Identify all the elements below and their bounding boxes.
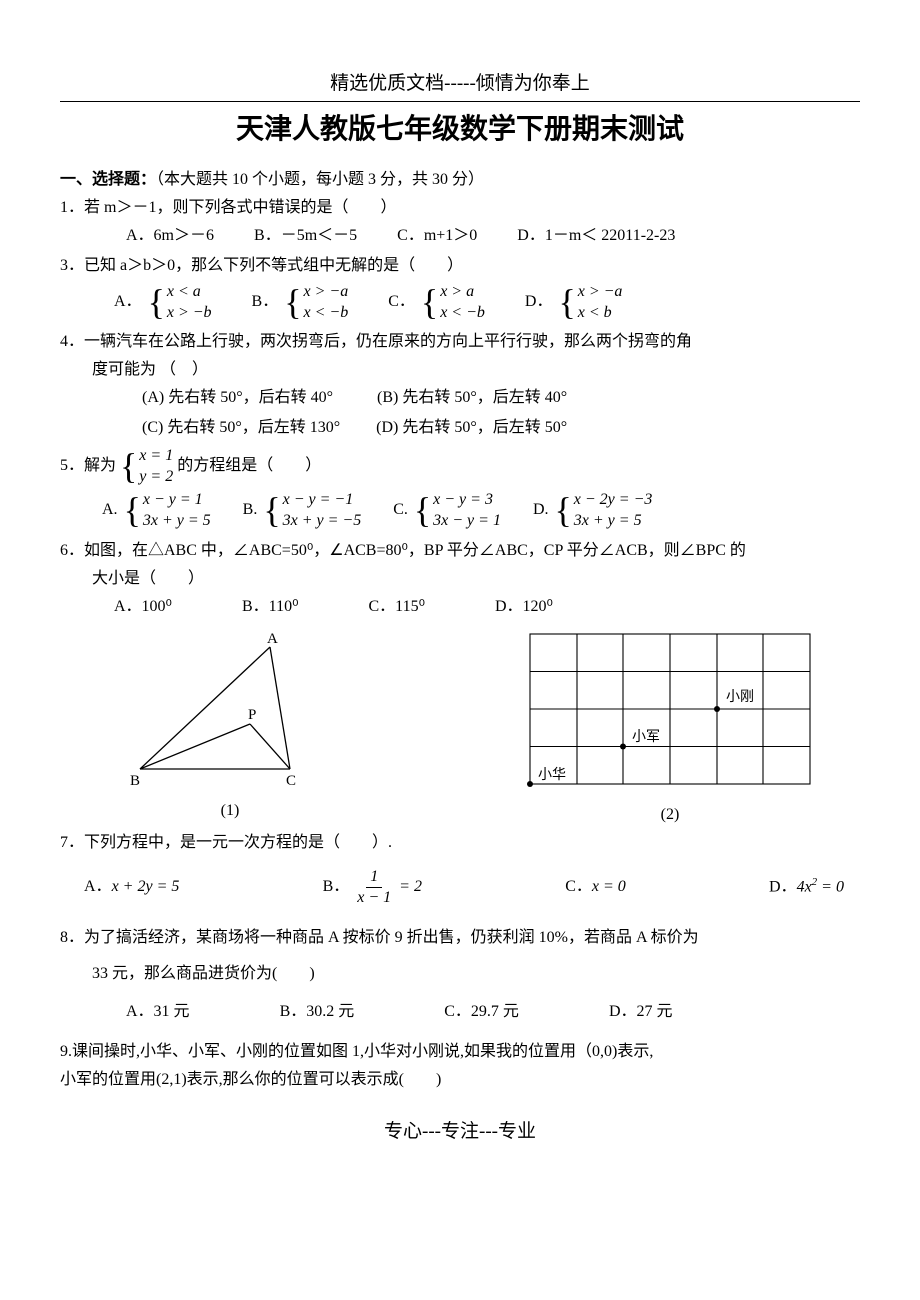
q5-a-l1: x − y = 1 <box>143 490 211 509</box>
q5-stem-pre: 5．解为 <box>60 454 116 478</box>
q8-stem1: 8．为了搞活经济，某商场将一种商品 A 按标价 9 折出售，仍获利润 10%，若… <box>60 926 860 950</box>
q8-opt-b: B．30.2 元 <box>280 1000 355 1024</box>
footer-text: 专心---专注---专业 <box>60 1118 860 1147</box>
grid-label-gang: 小刚 <box>726 689 754 705</box>
q5-a-label: A. <box>102 498 118 522</box>
q6-stem: 6．如图，在△ABC 中，∠ABC=50⁰，∠ACB=80⁰，BP 平分∠ABC… <box>60 539 860 563</box>
q3-a-label: A． <box>114 290 142 314</box>
q5-opt-c: C. { x − y = 3 3x − y = 1 <box>393 490 501 530</box>
q3-d-l2: x < b <box>578 303 623 322</box>
q1-opt-b: B．－5m＜－5 <box>254 224 357 248</box>
q5-sol-l2: y = 2 <box>139 467 173 486</box>
q3-c-l1: x > a <box>440 282 485 301</box>
q1-options: A．6m＞－6 B．－5m＜－5 C．m+1＞0 D．1－m＜ 22011-2-… <box>60 224 860 248</box>
q6-opt-a: A．100⁰ <box>114 595 172 619</box>
q5-b-l2: 3x + y = −5 <box>283 511 362 530</box>
q5-b-l1: x − y = −1 <box>283 490 362 509</box>
q3-options: A． { x < a x > −b B． { x > −a x < −b C． … <box>60 282 860 322</box>
grid-label-jun: 小军 <box>632 729 660 745</box>
q5-opt-b: B. { x − y = −1 3x + y = −5 <box>243 490 362 530</box>
q6-opt-b: B．110⁰ <box>242 595 299 619</box>
q6-options: A．100⁰ B．110⁰ C．115⁰ D．120⁰ <box>60 595 860 619</box>
header-text: 精选优质文档-----倾情为你奉上 <box>60 70 860 99</box>
q5-a-l2: 3x + y = 5 <box>143 511 211 530</box>
q1-stem: 1．若 m＞－1，则下列各式中错误的是（ ） <box>60 196 860 220</box>
q4-row1: (A) 先右转 50°，后右转 40° (B) 先右转 50°，后左转 40° <box>60 386 860 410</box>
section-1-note: （本大题共 10 个小题，每小题 3 分，共 30 分） <box>156 171 484 188</box>
q3-b-l1: x > −a <box>304 282 349 301</box>
q8-options: A．31 元 B．30.2 元 C．29.7 元 D．27 元 <box>60 1000 860 1024</box>
q3-opt-a: A． { x < a x > −b <box>114 282 212 322</box>
grid-label-hua: 小华 <box>538 767 566 783</box>
triangle-diagram: A P B C <box>120 629 340 789</box>
tri-label-b: B <box>130 773 140 789</box>
q5-c-l1: x − y = 3 <box>433 490 501 509</box>
q8-opt-c: C．29.7 元 <box>444 1000 519 1024</box>
q7-opt-a: A．x + 2y = 5 <box>84 875 179 899</box>
q1-opt-a: A．6m＞－6 <box>126 224 214 248</box>
q5-sol-l1: x = 1 <box>139 446 173 465</box>
q9-stem2: 小军的位置用(2,1)表示,那么你的位置可以表示成( ) <box>60 1068 860 1092</box>
q3-c-label: C． <box>388 290 415 314</box>
q3-opt-b: B． { x > −a x < −b <box>252 282 349 322</box>
figures-row: A P B C (1) <box>60 619 860 827</box>
q5-c-l2: 3x − y = 1 <box>433 511 501 530</box>
section-1-head: 一、选择题： <box>60 171 156 188</box>
q8-opt-d: D．27 元 <box>609 1000 673 1024</box>
tri-label-a: A <box>267 631 278 647</box>
q3-b-label: B． <box>252 290 279 314</box>
fig2-label: (2) <box>661 803 680 827</box>
q3-opt-c: C． { x > a x < −b <box>388 282 485 322</box>
page-title: 天津人教版七年级数学下册期末测试 <box>60 108 860 150</box>
q3-b-l2: x < −b <box>304 303 349 322</box>
q9-stem1: 9.课间操时,小华、小军、小刚的位置如图 1,小华对小刚说,如果我的位置用（0,… <box>60 1040 860 1064</box>
q5-options: A. { x − y = 1 3x + y = 5 B. { x − y = −… <box>60 490 860 530</box>
q7-opt-b: B． 1x − 1 = 2 <box>323 869 422 906</box>
q3-opt-d: D． { x > −a x < b <box>525 282 623 322</box>
q4-row2: (C) 先右转 50°，后左转 130° (D) 先右转 50°，后左转 50° <box>60 416 860 440</box>
q5-d-l1: x − 2y = −3 <box>574 490 653 509</box>
q5-opt-d: D. { x − 2y = −3 3x + y = 5 <box>533 490 652 530</box>
q6-opt-c: C．115⁰ <box>368 595 425 619</box>
q5-opt-a: A. { x − y = 1 3x + y = 5 <box>102 490 211 530</box>
q4-stem2: 度可能为 （ ） <box>60 358 860 382</box>
q5-b-label: B. <box>243 498 258 522</box>
q4-opt-b: (B) 先右转 50°，后左转 40° <box>377 386 567 410</box>
q3-c-l2: x < −b <box>440 303 485 322</box>
q1-opt-c: C．m+1＞0 <box>397 224 477 248</box>
q3-a-l2: x > −b <box>167 303 212 322</box>
q3-d-l1: x > −a <box>578 282 623 301</box>
figure-2: 小刚 小军 小华 (2) <box>520 629 820 827</box>
tri-label-p: P <box>248 707 256 723</box>
q3-stem: 3．已知 a＞b＞0，那么下列不等式组中无解的是（ ） <box>60 254 860 278</box>
q5-stem: 5．解为 { x = 1 y = 2 的方程组是（ ） <box>60 446 860 486</box>
header-rule <box>60 101 860 102</box>
q5-c-label: C. <box>393 498 408 522</box>
q4-opt-c: (C) 先右转 50°，后左转 130° <box>142 416 340 440</box>
q7-opt-c: C．x = 0 <box>565 875 626 899</box>
q4-stem1: 4．一辆汽车在公路上行驶，两次拐弯后，仍在原来的方向上平行行驶，那么两个拐弯的角 <box>60 330 860 354</box>
fig1-label: (1) <box>221 799 240 823</box>
q4-opt-a: (A) 先右转 50°，后右转 40° <box>142 386 333 410</box>
q3-a-l1: x < a <box>167 282 212 301</box>
grid-diagram: 小刚 小军 小华 <box>520 629 820 793</box>
q8-stem2: 33 元，那么商品进货价为( ) <box>60 962 860 986</box>
q5-d-label: D. <box>533 498 549 522</box>
section-1-header: 一、选择题：（本大题共 10 个小题，每小题 3 分，共 30 分） <box>60 168 860 192</box>
q3-d-label: D． <box>525 290 553 314</box>
q7-opt-d: D．4x2 = 0 <box>769 874 844 899</box>
q1-opt-d: D．1－m＜ 22011-2-23 <box>517 224 675 248</box>
q6-opt-d: D．120⁰ <box>495 595 553 619</box>
q7-options: A．x + 2y = 5 B． 1x − 1 = 2 C．x = 0 D．4x2… <box>60 869 844 906</box>
figure-1: A P B C (1) <box>120 629 340 827</box>
q4-opt-d: (D) 先右转 50°，后左转 50° <box>376 416 567 440</box>
q5-stem-post: 的方程组是（ ） <box>177 454 321 478</box>
q6-stem2: 大小是（ ） <box>60 567 860 591</box>
q7-stem: 7．下列方程中，是一元一次方程的是（ ）. <box>60 831 860 855</box>
q5-d-l2: 3x + y = 5 <box>574 511 653 530</box>
tri-label-c: C <box>286 773 296 789</box>
q8-opt-a: A．31 元 <box>126 1000 190 1024</box>
